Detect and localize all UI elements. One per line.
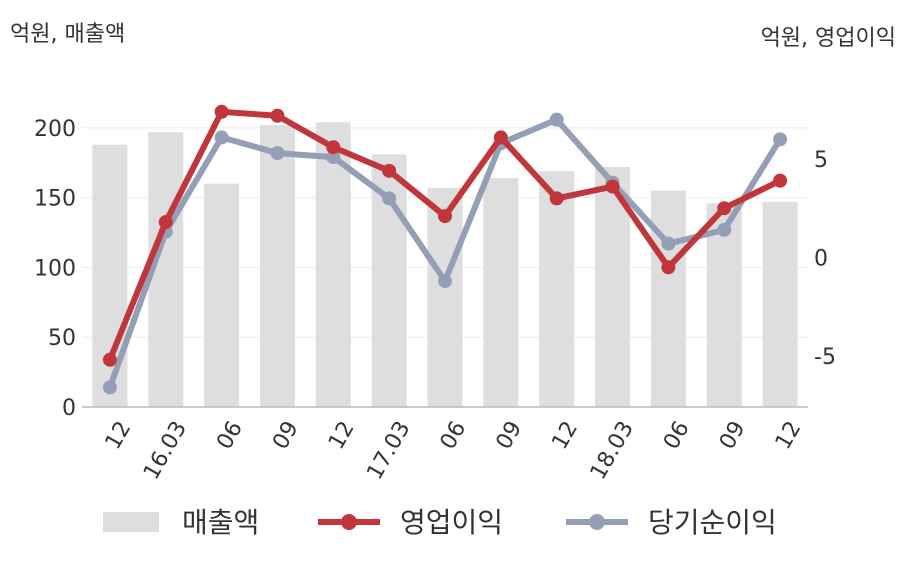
x-tick-label: 17.03 bbox=[362, 417, 415, 484]
point-net-income bbox=[382, 191, 397, 206]
x-tick-label: 16.03 bbox=[139, 417, 192, 484]
legend-marker-operating-profit bbox=[341, 514, 357, 530]
point-net-income bbox=[214, 130, 229, 145]
legend: 매출액 영업이익 당기순이익 bbox=[103, 506, 777, 539]
x-tick-label: 09 bbox=[268, 417, 304, 454]
bar-sales bbox=[539, 171, 575, 407]
x-tick-label: 12 bbox=[547, 417, 583, 454]
point-operating-profit bbox=[661, 260, 676, 275]
point-operating-profit bbox=[214, 104, 229, 119]
legend-label-sales: 매출액 bbox=[182, 506, 259, 539]
left-tick-label: 50 bbox=[48, 326, 76, 351]
point-operating-profit bbox=[605, 179, 620, 194]
left-tick-label: 150 bbox=[34, 187, 76, 212]
point-net-income bbox=[326, 150, 341, 165]
left-axis-unit: 억원, 매출액 bbox=[10, 22, 126, 47]
point-operating-profit bbox=[270, 108, 285, 123]
point-net-income bbox=[438, 274, 452, 289]
point-operating-profit bbox=[773, 173, 788, 188]
point-net-income bbox=[270, 146, 285, 161]
point-operating-profit bbox=[102, 352, 117, 367]
bars-layer bbox=[92, 122, 798, 408]
bar-sales bbox=[706, 203, 742, 407]
point-operating-profit bbox=[438, 209, 452, 224]
legend-label-net-income: 당기순이익 bbox=[648, 506, 777, 539]
x-tick-label: 12 bbox=[101, 417, 137, 454]
point-operating-profit bbox=[326, 140, 341, 155]
x-tick-label: 09 bbox=[492, 417, 528, 454]
point-operating-profit bbox=[382, 163, 397, 178]
bar-sales bbox=[650, 190, 686, 407]
legend-label-operating-profit: 영업이익 bbox=[400, 506, 503, 539]
x-tick-label: 06 bbox=[436, 417, 472, 454]
point-operating-profit bbox=[717, 201, 732, 216]
bar-sales bbox=[483, 178, 519, 407]
right-tick-label: 0 bbox=[814, 246, 828, 271]
left-tick-label: 100 bbox=[34, 256, 76, 281]
lines-layer bbox=[102, 104, 788, 395]
x-tick-label: 12 bbox=[771, 417, 807, 454]
right-tick-label: 5 bbox=[814, 148, 828, 173]
bar-sales bbox=[204, 183, 240, 407]
left-tick-label: 0 bbox=[62, 396, 76, 421]
x-tick-label: 06 bbox=[212, 417, 248, 454]
bar-sales bbox=[762, 201, 798, 407]
point-operating-profit bbox=[158, 215, 173, 230]
right-tick-label: -5 bbox=[814, 345, 836, 370]
bar-sales bbox=[92, 144, 128, 407]
x-tick-label: 06 bbox=[659, 417, 695, 454]
bar-sales bbox=[427, 187, 463, 407]
point-operating-profit bbox=[549, 191, 564, 206]
left-tick-label: 200 bbox=[34, 117, 76, 142]
point-net-income bbox=[773, 132, 788, 147]
right-axis-unit: 억원, 영업이익 bbox=[760, 26, 896, 51]
legend-swatch-sales bbox=[103, 512, 159, 532]
legend-marker-net-income bbox=[589, 514, 605, 530]
point-net-income bbox=[549, 112, 564, 127]
point-net-income bbox=[661, 236, 676, 251]
point-net-income bbox=[102, 380, 117, 395]
point-net-income bbox=[717, 222, 732, 237]
point-operating-profit bbox=[493, 130, 508, 145]
bar-sales bbox=[315, 122, 351, 407]
x-tick-label: 12 bbox=[324, 417, 360, 454]
x-tick-label: 18.03 bbox=[586, 417, 639, 484]
bar-sales bbox=[259, 125, 295, 408]
x-tick-label: 09 bbox=[715, 417, 751, 454]
